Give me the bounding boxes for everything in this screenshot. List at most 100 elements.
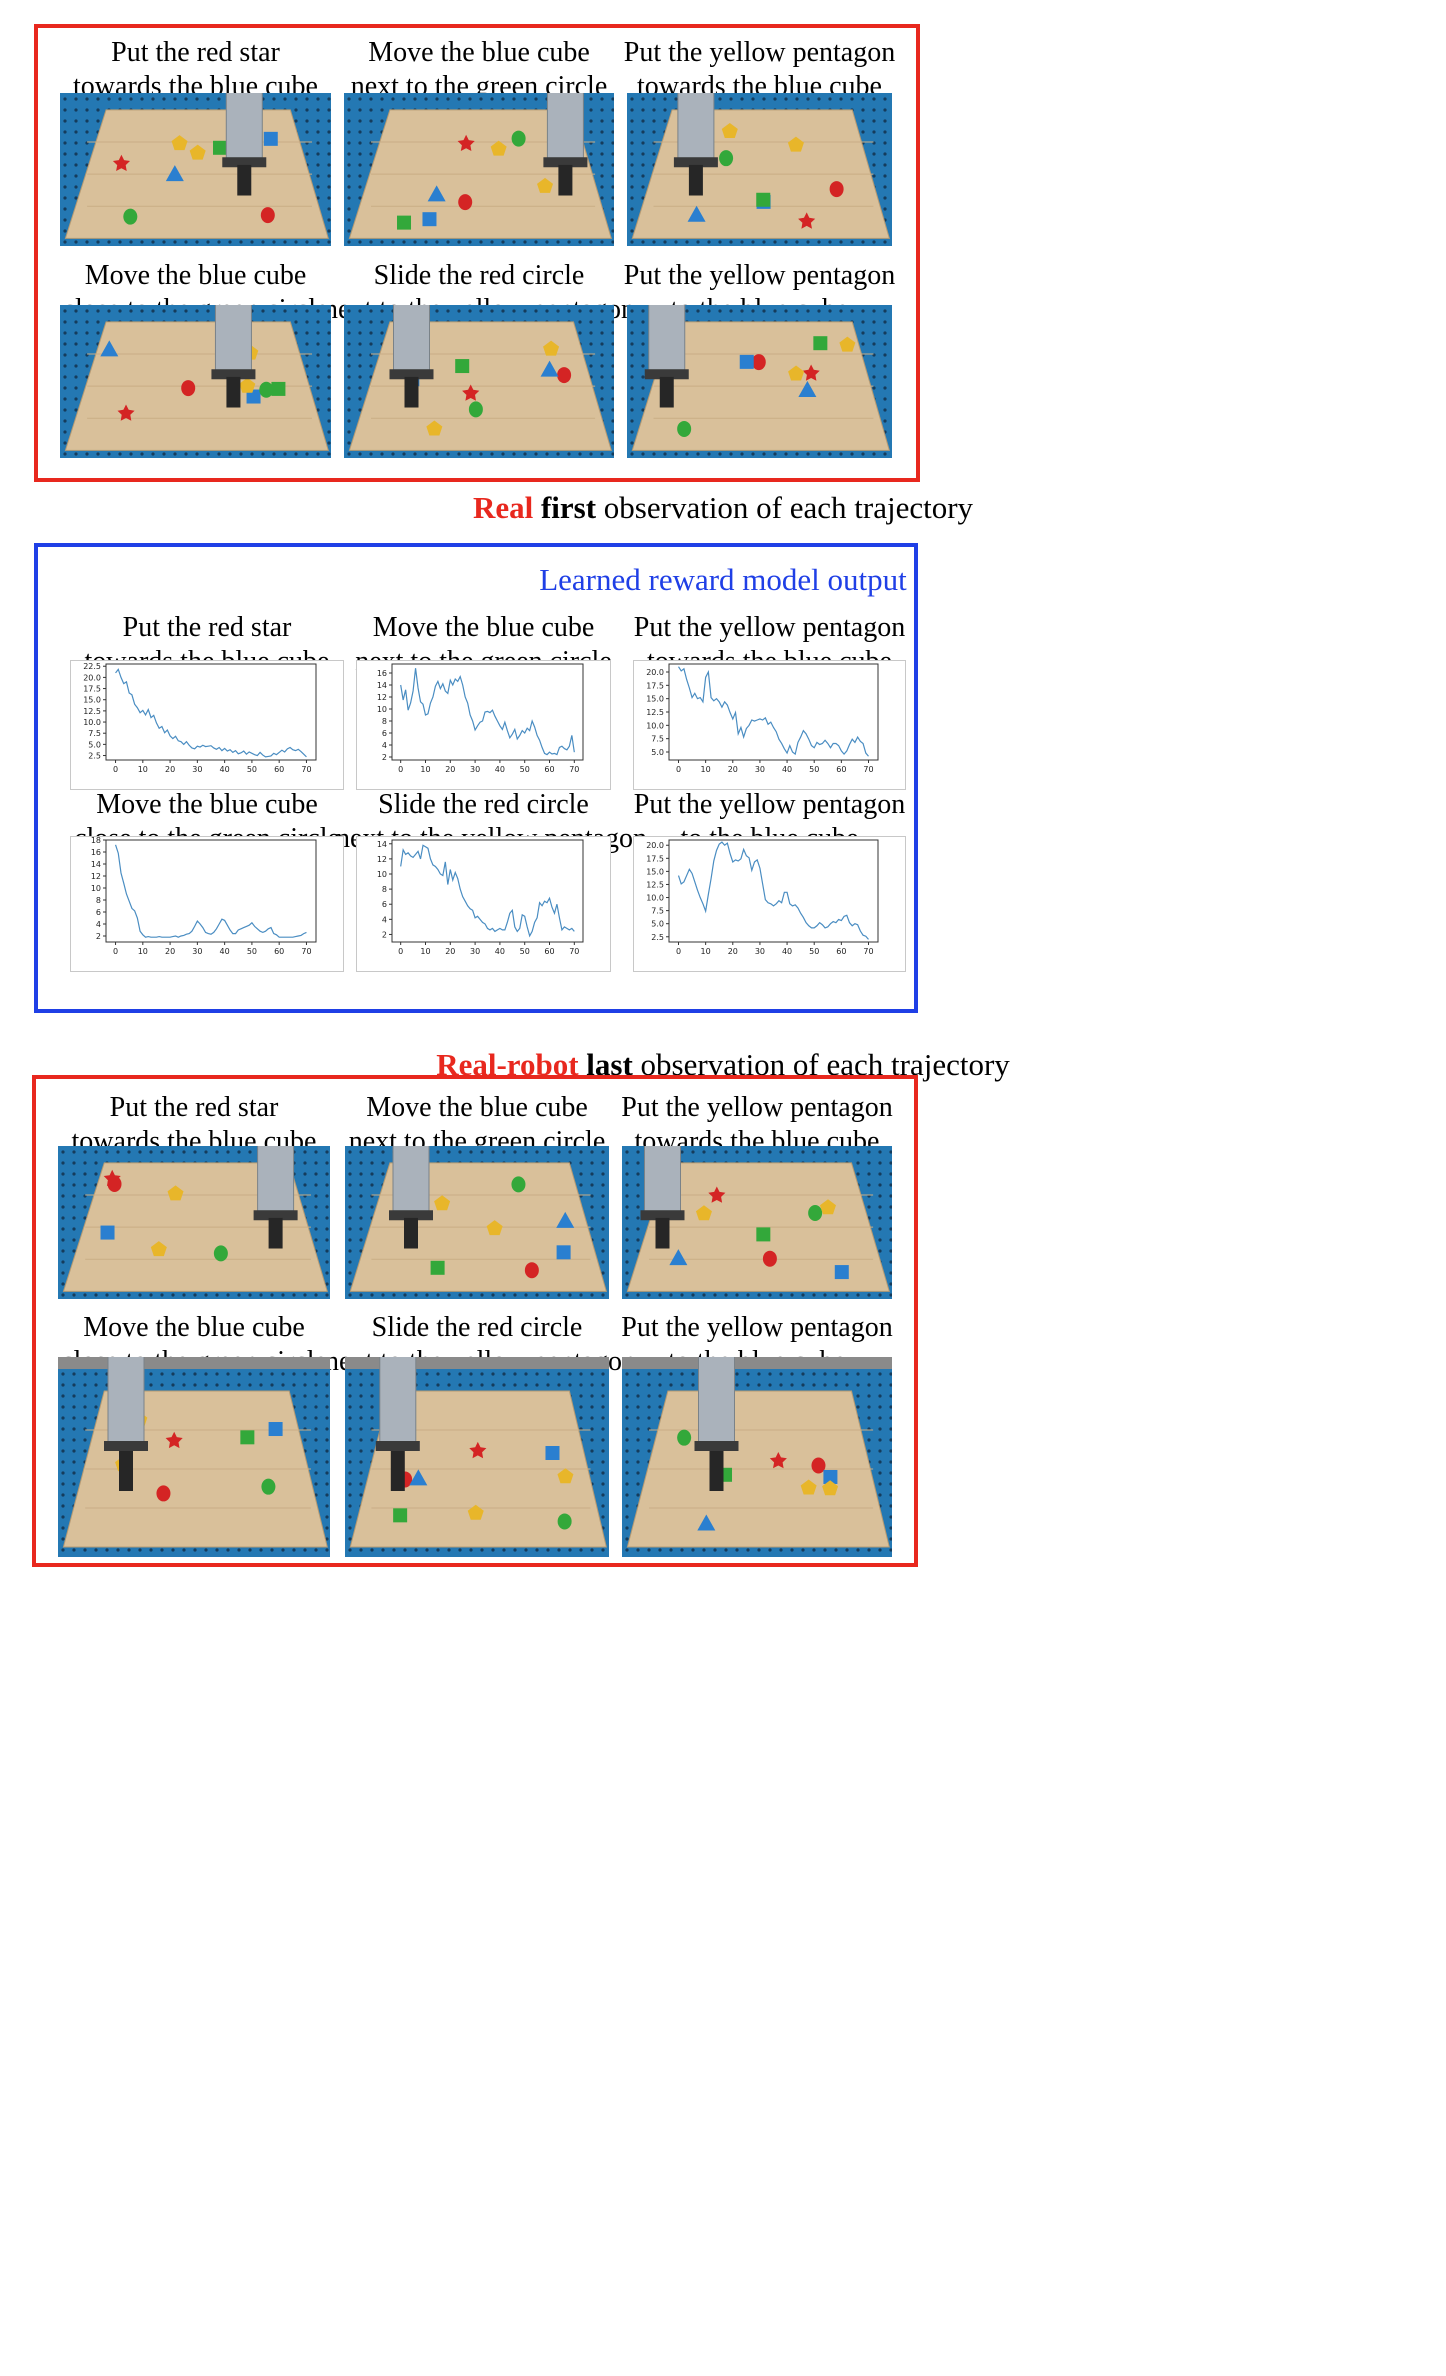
panel-title-line1: Move the blue cube xyxy=(96,789,318,820)
x-tick-label: 20 xyxy=(445,765,455,774)
reward-chart-svg: 0 10 20 30 40 50 60 70 2 4 6 8 10 12 14 xyxy=(356,836,611,972)
reward-chart-3: 0 10 20 30 40 50 60 70 5.0 7.5 10.0 12.5 15.0 17.5 20.… xyxy=(633,660,906,790)
first-scene-image-2 xyxy=(344,93,614,246)
plot-axes xyxy=(391,839,584,943)
reward-series-line xyxy=(400,668,575,756)
y-tick-label: 8 xyxy=(96,896,101,905)
y-tick-label: 6 xyxy=(382,900,387,909)
x-tick-label: 70 xyxy=(301,947,311,956)
x-tick-label: 50 xyxy=(809,947,819,956)
reward-series-line xyxy=(115,668,307,758)
x-tick-label: 70 xyxy=(569,947,579,956)
x-tick-label: 0 xyxy=(398,765,403,774)
y-tick-label: 4 xyxy=(382,741,387,750)
y-tick-label: 20.0 xyxy=(646,668,664,677)
reward-chart-svg: 0 10 20 30 40 50 60 70 5.0 7.5 10.0 12.5 15.0 17.5 20.… xyxy=(633,660,906,790)
reward-series-line xyxy=(677,841,869,940)
y-tick-label: 12.5 xyxy=(646,880,664,889)
x-tick-label: 10 xyxy=(420,947,430,956)
x-tick-label: 10 xyxy=(138,947,148,956)
panel-title-line1: Move the blue cube xyxy=(366,1092,588,1123)
reward-series-line xyxy=(114,844,307,938)
y-tick-label: 10 xyxy=(377,870,387,879)
y-tick-label: 12 xyxy=(91,872,101,881)
x-tick-label: 50 xyxy=(247,765,257,774)
y-tick-label: 12.5 xyxy=(646,708,664,717)
y-tick-label: 2.5 xyxy=(88,752,101,761)
reward-chart-svg: 0 10 20 30 40 50 60 70 2.5 5.0 7.5 10.0 12.5 15.0 17.5… xyxy=(633,836,906,972)
last-panel-title-1: Put the red star towards the blue cube xyxy=(38,1091,350,1159)
x-tick-label: 70 xyxy=(863,947,873,956)
y-tick-label: 2.5 xyxy=(651,933,664,942)
x-tick-label: 30 xyxy=(470,765,480,774)
panel-title-line1: Put the yellow pentagon xyxy=(623,260,896,291)
x-tick-label: 60 xyxy=(836,765,846,774)
panel-title-line1: Move the blue cube xyxy=(83,1312,305,1343)
x-tick-label: 40 xyxy=(495,765,505,774)
x-tick-label: 50 xyxy=(520,765,530,774)
y-tick-label: 15.0 xyxy=(83,696,101,705)
reward-section-title: Learned reward model output xyxy=(539,562,907,597)
panel-title-line1: Put the red star xyxy=(109,1092,279,1123)
x-tick-label: 50 xyxy=(809,765,819,774)
y-tick-label: 20.0 xyxy=(646,841,664,850)
x-tick-label: 60 xyxy=(836,947,846,956)
y-tick-label: 2 xyxy=(382,930,387,939)
last-scene-image-1 xyxy=(58,1146,330,1299)
panel-title-line1: Put the yellow pentagon xyxy=(623,37,896,68)
reward-chart-svg: 0 10 20 30 40 50 60 70 2 4 6 8 10 12 14 16 18 xyxy=(70,836,344,972)
reward-chart-4: 0 10 20 30 40 50 60 70 2 4 6 8 10 12 14 16 18 xyxy=(70,836,344,972)
plot-axes xyxy=(668,839,879,943)
panel-title-line1: Put the yellow pentagon xyxy=(621,1312,893,1343)
reward-series-line xyxy=(400,844,575,938)
y-tick-label: 8 xyxy=(382,885,387,894)
x-tick-label: 40 xyxy=(220,765,230,774)
x-tick-label: 70 xyxy=(301,765,311,774)
x-tick-label: 40 xyxy=(782,765,792,774)
y-tick-label: 12 xyxy=(377,693,387,702)
reward-chart-1: 0 10 20 30 40 50 60 70 2.5 5.0 7.5 10.0 12.5 15.0 17.5… xyxy=(70,660,344,790)
x-tick-label: 30 xyxy=(755,765,765,774)
panel-title-line1: Move the blue cube xyxy=(84,260,307,291)
panel-title-line1: Slide the red circle xyxy=(378,789,589,820)
panel-title-line1: Put the red star xyxy=(122,612,292,643)
y-tick-label: 17.5 xyxy=(83,685,101,694)
y-tick-label: 18 xyxy=(91,836,101,845)
last-scene-image-3 xyxy=(622,1146,892,1299)
first-scene-image-4 xyxy=(60,305,331,458)
y-tick-label: 7.5 xyxy=(651,735,664,744)
reward-model-frame xyxy=(34,543,918,1013)
x-tick-label: 70 xyxy=(569,765,579,774)
reward-chart-2: 0 10 20 30 40 50 60 70 2 4 6 8 10 12 14 16 xyxy=(356,660,611,790)
y-tick-label: 7.5 xyxy=(88,729,101,738)
x-tick-label: 0 xyxy=(676,947,681,956)
y-tick-label: 20.0 xyxy=(83,673,101,682)
last-scene-image-5 xyxy=(345,1357,609,1557)
first-scene-image-6 xyxy=(627,305,892,458)
y-tick-label: 22.5 xyxy=(83,662,101,671)
y-tick-label: 16 xyxy=(377,669,387,678)
y-tick-label: 14 xyxy=(377,681,387,690)
y-tick-label: 4 xyxy=(382,915,387,924)
y-tick-label: 10.0 xyxy=(646,894,664,903)
plot-axes xyxy=(391,663,584,761)
y-tick-label: 6 xyxy=(96,908,101,917)
first-observation-frame xyxy=(34,24,920,482)
y-tick-label: 5.0 xyxy=(651,920,664,929)
x-tick-label: 60 xyxy=(544,765,554,774)
y-tick-label: 10.0 xyxy=(83,718,101,727)
last-scene-image-4 xyxy=(58,1357,330,1557)
reward-chart-6: 0 10 20 30 40 50 60 70 2.5 5.0 7.5 10.0 12.5 15.0 17.5… xyxy=(633,836,906,972)
y-tick-label: 7.5 xyxy=(651,907,664,916)
panel-title-line1: Put the red star xyxy=(111,37,280,68)
first-scene-image-3 xyxy=(627,93,892,246)
y-tick-label: 17.5 xyxy=(646,854,664,863)
y-tick-label: 5.0 xyxy=(88,740,101,749)
plot-axes xyxy=(105,663,317,761)
x-tick-label: 50 xyxy=(247,947,257,956)
x-tick-label: 30 xyxy=(192,947,202,956)
y-tick-label: 17.5 xyxy=(646,681,664,690)
x-tick-label: 0 xyxy=(113,947,118,956)
x-tick-label: 60 xyxy=(274,947,284,956)
y-tick-label: 5.0 xyxy=(651,748,664,757)
